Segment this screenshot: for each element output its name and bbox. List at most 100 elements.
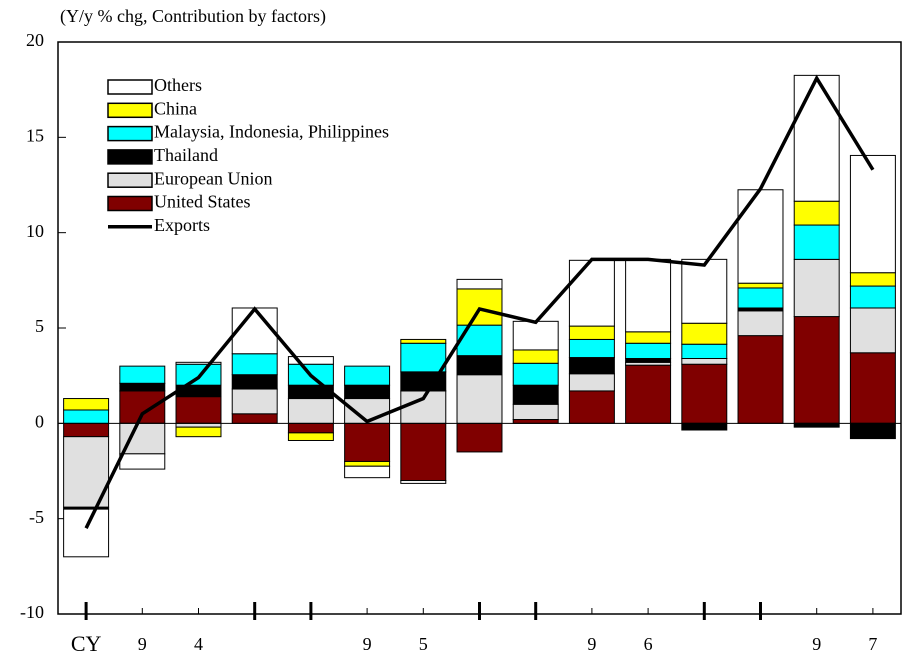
bar-segment bbox=[175, 426, 222, 438]
bar-segment bbox=[681, 258, 728, 324]
bar-segment bbox=[849, 422, 896, 440]
bar-segment bbox=[119, 365, 166, 384]
bar-segment bbox=[568, 390, 615, 424]
bar-segment bbox=[512, 384, 559, 405]
bar-segment bbox=[231, 353, 278, 376]
bar-segment bbox=[793, 200, 840, 226]
y-tick-label: 15 bbox=[26, 125, 44, 145]
legend-swatch bbox=[107, 195, 153, 212]
bar-segment bbox=[849, 154, 896, 274]
bar-segment bbox=[119, 390, 166, 424]
line bbox=[84, 74, 875, 529]
legend-swatch bbox=[107, 172, 153, 188]
bar-segment bbox=[287, 432, 334, 441]
bar-segment bbox=[737, 310, 784, 337]
bar-segment bbox=[456, 278, 503, 290]
bar-segment bbox=[231, 413, 278, 424]
bar-segment bbox=[512, 349, 559, 364]
bar-segment bbox=[63, 508, 110, 558]
bar-segment bbox=[287, 422, 334, 434]
bar-segment bbox=[793, 74, 840, 202]
legend-label: Exports bbox=[154, 215, 210, 235]
bar-segment bbox=[512, 419, 559, 424]
bar-segment bbox=[119, 453, 166, 470]
bar-segment bbox=[512, 403, 559, 421]
x-tick-label: 6 bbox=[644, 634, 653, 654]
x-tick-label: 4 bbox=[194, 634, 203, 654]
bar-segment bbox=[344, 422, 391, 462]
bar-segment bbox=[568, 338, 615, 359]
bar-segment bbox=[625, 331, 672, 344]
bar-segment bbox=[681, 422, 728, 431]
bar-segment bbox=[793, 224, 840, 260]
bar-segment bbox=[625, 358, 672, 363]
legend-swatch bbox=[107, 79, 153, 95]
bar-segment bbox=[681, 343, 728, 360]
y-tick-label: 10 bbox=[26, 221, 44, 241]
bar-segment bbox=[119, 422, 166, 455]
bar-segment bbox=[400, 422, 447, 482]
bar-segment bbox=[849, 272, 896, 287]
x-tick-label: 9 bbox=[138, 634, 147, 654]
bar-segment bbox=[400, 480, 447, 484]
bar-segment bbox=[568, 357, 615, 375]
x-tick-label: 9 bbox=[363, 634, 372, 654]
bar-segment bbox=[344, 460, 391, 467]
bar-segment bbox=[568, 325, 615, 340]
bar-segment bbox=[175, 422, 222, 428]
bar-segment bbox=[737, 287, 784, 309]
legend-label: Thailand bbox=[154, 145, 218, 165]
bar-segment bbox=[849, 352, 896, 424]
bar-segment bbox=[456, 422, 503, 453]
bar-segment bbox=[737, 282, 784, 289]
bar-segment bbox=[793, 258, 840, 318]
bar-segment bbox=[63, 409, 110, 424]
bar-segment bbox=[456, 288, 503, 326]
bar-segment bbox=[625, 258, 672, 333]
bar-segment bbox=[793, 316, 840, 424]
bar-segment bbox=[63, 398, 110, 411]
bar-segment bbox=[344, 384, 391, 400]
bar-segment bbox=[456, 324, 503, 357]
bar-segment bbox=[400, 342, 447, 373]
bar-segment bbox=[175, 363, 222, 386]
bar-segment bbox=[456, 374, 503, 424]
bar-segment bbox=[737, 189, 784, 284]
bar-segment bbox=[400, 338, 447, 344]
bar-segment bbox=[287, 398, 334, 424]
bar-segment bbox=[568, 259, 615, 327]
y-tick-label: -5 bbox=[29, 507, 44, 527]
y-tick-label: 20 bbox=[26, 30, 44, 50]
bar-segment bbox=[231, 374, 278, 390]
legend-swatch bbox=[107, 102, 153, 119]
legend-label: United States bbox=[154, 192, 251, 212]
bar-segment bbox=[344, 365, 391, 386]
bar-segment bbox=[737, 335, 784, 424]
bar-segment bbox=[849, 307, 896, 354]
bar-segment bbox=[681, 322, 728, 345]
bar-segment bbox=[625, 364, 672, 424]
x-tick-label: 9 bbox=[587, 634, 596, 654]
y-tick-label: 5 bbox=[35, 316, 44, 336]
x-tick-label: 5 bbox=[419, 634, 428, 654]
bar-segment bbox=[568, 373, 615, 392]
bar-segment bbox=[512, 362, 559, 386]
x-tick-label: CY bbox=[71, 631, 102, 656]
bar-segment bbox=[231, 388, 278, 415]
bar-segment bbox=[625, 342, 672, 360]
bar-segment bbox=[175, 396, 222, 424]
bar-segment bbox=[344, 465, 391, 479]
legend-label: Malaysia, Indonesia, Philippines bbox=[154, 122, 389, 142]
bar-segment bbox=[175, 361, 222, 365]
bar-segment bbox=[681, 358, 728, 365]
y-tick-label: -10 bbox=[20, 602, 44, 622]
legend-label: Others bbox=[154, 75, 202, 95]
bar-segment bbox=[512, 320, 559, 351]
bar-segment bbox=[681, 363, 728, 424]
x-tick-label: 9 bbox=[812, 634, 821, 654]
legend-swatch bbox=[107, 149, 153, 165]
bar-segment bbox=[793, 422, 840, 428]
legend-label: China bbox=[154, 98, 197, 118]
y-tick-label: 0 bbox=[35, 411, 44, 431]
